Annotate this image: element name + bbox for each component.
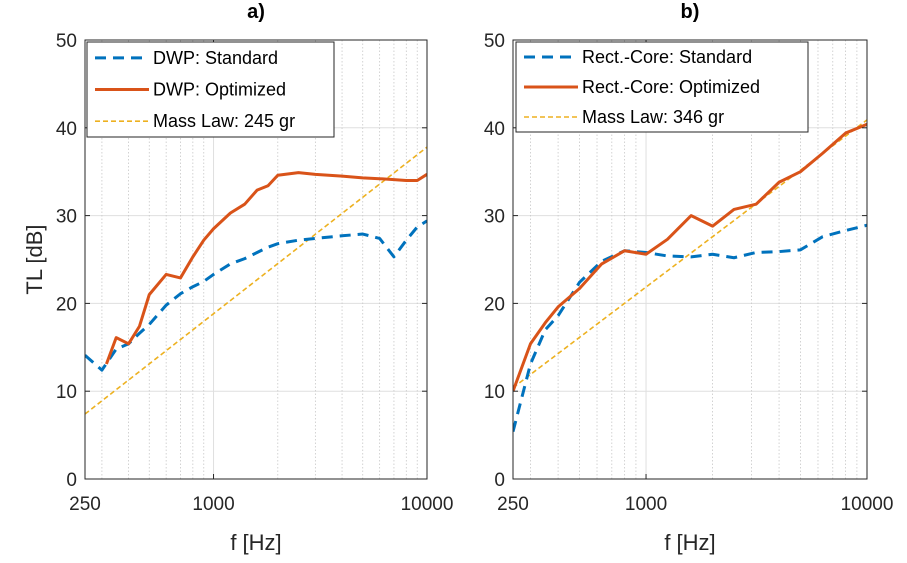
y-tick-label: 30: [56, 207, 77, 228]
x-tick-label: 1000: [625, 494, 667, 515]
panel-title: b): [681, 1, 700, 23]
legend-label-3: Mass Law: 346 gr: [582, 107, 724, 127]
y-axis-label: TL [dB]: [22, 224, 47, 294]
y-tick-label: 40: [484, 119, 505, 140]
series-group: [85, 146, 427, 415]
x-axis-label: f [Hz]: [230, 530, 281, 555]
y-tick-label: 10: [484, 382, 505, 403]
y-tick-label: 30: [484, 207, 505, 228]
x-axis-label: f [Hz]: [664, 530, 715, 555]
legend-label-1: Rect.-Core: Standard: [582, 47, 752, 67]
x-tick-label: 1000: [192, 494, 234, 515]
series-group: [513, 119, 867, 432]
axes-box: [84, 39, 428, 480]
x-tick-label: 250: [69, 494, 101, 515]
series-line-1: [85, 219, 427, 372]
y-tick-label: 20: [56, 294, 77, 315]
legend-label-2: Rect.-Core: Optimized: [582, 77, 760, 97]
series-line-3: [85, 146, 427, 415]
legend-label-3: Mass Law: 245 gr: [153, 111, 295, 131]
series-line-2: [105, 171, 427, 365]
y-tick-label: 20: [484, 294, 505, 315]
legend: Rect.-Core: Standard Rect.-Core: Optimize…: [515, 41, 809, 133]
y-tick-label: 0: [494, 470, 505, 491]
panel-title: a): [247, 1, 265, 23]
y-tick-label: 10: [56, 382, 77, 403]
legend: DWP: Standard DWP: Optimized Mass Law: 245…: [86, 41, 335, 138]
y-tick-label: 40: [56, 119, 77, 140]
y-tick-label: 0: [66, 470, 77, 491]
series-line-1: [513, 223, 867, 432]
y-tick-label: 50: [56, 31, 77, 52]
x-tick-label: 10000: [401, 494, 454, 515]
series-line-2: [513, 122, 867, 392]
ticks: [84, 39, 428, 480]
x-tick-label: 250: [497, 494, 529, 515]
y-tick-label: 50: [484, 31, 505, 52]
panel-a: 0 10 20 30 40 50 250 1000 10000 f [Hz] TL [dB] a) DW…: [22, 1, 453, 555]
legend-label-1: DWP: Standard: [153, 48, 278, 68]
panel-b: 0 10 20 30 40 50 250 1000 10000 f [Hz] b) Rect.-Cor…: [484, 1, 894, 555]
legend-label-2: DWP: Optimized: [153, 80, 286, 100]
x-tick-label: 10000: [841, 494, 894, 515]
axes-box: [512, 39, 868, 480]
